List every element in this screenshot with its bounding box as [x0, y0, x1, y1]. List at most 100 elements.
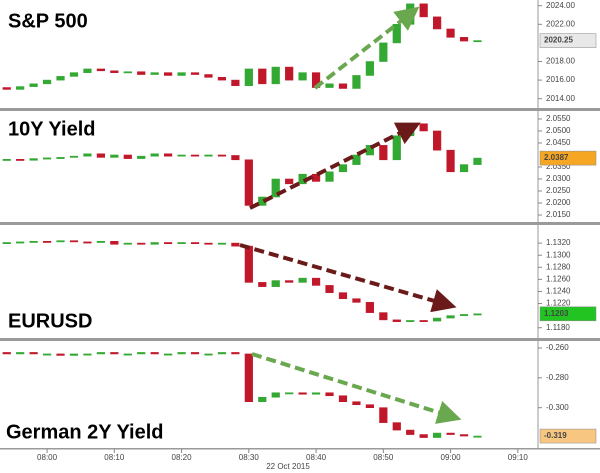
candle	[338, 395, 348, 403]
candle	[2, 87, 11, 90]
candle	[190, 154, 200, 157]
candle	[325, 285, 334, 293]
candle	[406, 123, 415, 137]
candle	[83, 241, 92, 244]
candle	[16, 241, 25, 244]
candle	[379, 407, 388, 423]
candle	[150, 72, 159, 75]
y-tick-label: 2016.00	[546, 75, 575, 84]
candle	[258, 282, 267, 287]
candle	[190, 72, 200, 75]
y-tick-label: 1.1280	[546, 262, 571, 271]
last-value-label: 2020.25	[544, 36, 573, 45]
candle	[83, 353, 92, 356]
candle	[446, 149, 455, 173]
last-value-box	[539, 306, 597, 322]
candle	[96, 68, 105, 72]
candle	[123, 71, 132, 74]
candle	[473, 313, 482, 316]
candle	[2, 242, 11, 245]
candle	[231, 155, 240, 161]
candle	[123, 353, 132, 356]
candle	[56, 76, 65, 81]
candle	[406, 429, 415, 435]
candle	[190, 242, 200, 245]
candle	[137, 155, 146, 159]
candle	[419, 3, 428, 18]
y-tick-label: 2022.00	[546, 19, 575, 28]
candle	[338, 292, 348, 300]
candle	[271, 280, 280, 287]
candle	[325, 392, 334, 397]
panel-separator	[0, 222, 600, 225]
candle	[190, 352, 200, 355]
candle	[379, 312, 388, 321]
x-tick-label: 08:20	[172, 453, 193, 462]
y-tick-label: 1.1180	[546, 323, 570, 332]
candle	[271, 178, 280, 198]
candle	[473, 157, 482, 165]
candle	[69, 72, 79, 77]
candle	[433, 317, 442, 322]
candle	[231, 79, 240, 86]
y-tick-label: 2.0300	[546, 174, 571, 183]
candle	[365, 302, 374, 313]
candle	[204, 154, 213, 157]
x-tick-label: 09:10	[508, 453, 529, 462]
candle	[164, 353, 173, 356]
candle	[123, 242, 132, 245]
candle	[42, 240, 52, 243]
candle	[164, 153, 173, 157]
trend-arrow	[313, 6, 420, 90]
candle	[217, 77, 227, 81]
y-tick-label: 2.0350	[546, 162, 571, 171]
candle	[217, 242, 227, 245]
candle	[137, 242, 146, 245]
x-tick-label: 08:00	[37, 453, 58, 462]
panel-separator	[0, 338, 600, 341]
candle	[110, 70, 119, 73]
candle	[311, 392, 321, 395]
y-tick-label: 2024.00	[546, 1, 575, 10]
candle	[69, 155, 79, 158]
candle	[258, 68, 267, 85]
x-axis-label: 22 Oct 2015	[266, 462, 310, 471]
panel-title: 10Y Yield	[8, 118, 95, 140]
candle	[42, 79, 52, 85]
candle	[2, 159, 11, 161]
candle	[406, 3, 415, 25]
candle	[379, 42, 388, 62]
candle	[419, 320, 428, 322]
last-value-label: 2.0387	[544, 153, 569, 162]
candle	[325, 83, 334, 88]
last-value-label: 1.1203	[544, 309, 569, 318]
y-tick-label: -0.280	[546, 373, 569, 382]
candle	[150, 153, 159, 157]
candle	[244, 245, 253, 283]
candle	[164, 242, 173, 245]
candle	[298, 392, 307, 395]
candle	[164, 72, 173, 76]
candle	[83, 153, 92, 157]
trend-arrow	[251, 352, 462, 424]
candle	[29, 352, 38, 355]
candle	[42, 353, 52, 356]
candle	[392, 422, 401, 431]
candle	[110, 352, 119, 355]
candle	[392, 319, 401, 322]
candle	[433, 130, 442, 151]
candle	[150, 242, 159, 245]
candle	[298, 72, 307, 81]
candle	[29, 240, 38, 243]
candle	[311, 277, 321, 286]
candle	[338, 83, 348, 89]
y-tick-label: 2.0550	[546, 114, 571, 123]
panel-title: German 2Y Yield	[6, 421, 164, 443]
y-tick-label: 1.1300	[546, 250, 571, 259]
candle	[379, 145, 388, 161]
candle	[96, 352, 105, 355]
candle	[446, 432, 455, 435]
candle	[473, 40, 482, 43]
y-tick-label: 1.1220	[546, 299, 571, 308]
candle	[325, 171, 334, 182]
